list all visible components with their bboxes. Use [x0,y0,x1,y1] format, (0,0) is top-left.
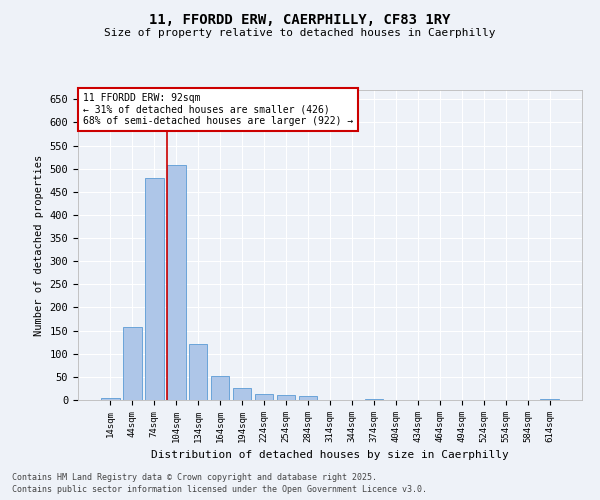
Text: 11 FFORDD ERW: 92sqm
← 31% of detached houses are smaller (426)
68% of semi-deta: 11 FFORDD ERW: 92sqm ← 31% of detached h… [83,93,353,126]
Bar [167,165,185,400]
X-axis label: Distribution of detached houses by size in Caerphilly: Distribution of detached houses by size … [151,450,509,460]
Bar [277,395,295,400]
Bar [541,399,559,400]
Text: 11, FFORDD ERW, CAERPHILLY, CF83 1RY: 11, FFORDD ERW, CAERPHILLY, CF83 1RY [149,12,451,26]
Bar [101,398,119,400]
Bar [255,394,274,400]
Text: Contains HM Land Registry data © Crown copyright and database right 2025.: Contains HM Land Registry data © Crown c… [12,472,377,482]
Bar [365,398,383,400]
Bar [299,396,317,400]
Bar [211,376,229,400]
Y-axis label: Number of detached properties: Number of detached properties [34,154,44,336]
Bar [145,178,164,400]
Bar [123,327,142,400]
Bar [189,344,208,400]
Text: Contains public sector information licensed under the Open Government Licence v3: Contains public sector information licen… [12,485,427,494]
Bar [233,388,251,400]
Text: Size of property relative to detached houses in Caerphilly: Size of property relative to detached ho… [104,28,496,38]
